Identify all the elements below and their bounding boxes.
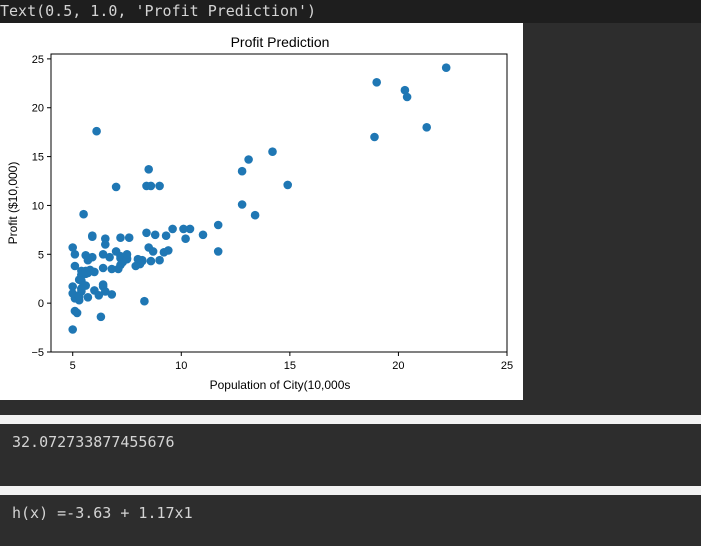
text-repr-output: Text(0.5, 1.0, 'Profit Prediction') <box>0 2 317 20</box>
data-point <box>283 180 293 190</box>
data-point <box>68 282 77 291</box>
data-point <box>122 250 132 259</box>
data-point <box>198 230 208 240</box>
data-point <box>68 289 77 298</box>
data-point <box>140 296 149 306</box>
data-point <box>124 233 134 242</box>
data-point <box>98 280 108 289</box>
data-point <box>68 325 77 334</box>
data-point <box>146 181 156 191</box>
scatter-plot: Profit Prediction 5 10 15 20 25 −5 0 5 10 15 20 25… <box>6 34 513 392</box>
x-tick-label: 15 <box>284 360 296 372</box>
data-point <box>148 247 158 256</box>
y-tick-label: 0 <box>38 298 44 310</box>
data-point <box>85 265 95 275</box>
x-tick-label: 10 <box>175 360 187 372</box>
data-point <box>146 256 156 266</box>
data-point <box>70 261 80 271</box>
data-point <box>268 147 277 156</box>
data-point <box>107 290 117 299</box>
data-point <box>133 254 143 264</box>
cell-separator <box>0 486 701 495</box>
data-point <box>101 287 110 296</box>
data-point <box>94 291 104 300</box>
data-point <box>400 85 410 95</box>
data-point <box>83 293 93 302</box>
data-point <box>237 200 247 209</box>
data-point <box>244 155 253 164</box>
data-point <box>144 165 153 174</box>
y-axis-ticks: −5 0 5 10 15 20 25 <box>31 54 51 359</box>
x-tick-label: 5 <box>70 360 76 372</box>
y-tick-label: 10 <box>32 200 44 212</box>
data-point <box>79 281 88 290</box>
data-point <box>185 224 195 234</box>
data-point <box>88 231 97 240</box>
y-tick-label: −5 <box>31 347 44 359</box>
x-axis-ticks: 5 10 15 20 25 <box>70 352 513 372</box>
data-point <box>179 224 188 234</box>
data-point <box>74 292 84 301</box>
data-point <box>107 264 117 274</box>
numeric-output: 32.072733877455676 <box>12 433 175 451</box>
data-point <box>70 250 80 259</box>
output-area-right <box>523 23 701 415</box>
output-cell-value: 32.072733877455676 <box>0 424 701 486</box>
data-point <box>81 251 90 260</box>
data-point <box>161 231 171 240</box>
x-tick-label: 25 <box>501 360 513 372</box>
data-point <box>131 261 140 271</box>
chart-title: Profit Prediction <box>231 34 330 50</box>
data-point <box>168 224 177 234</box>
data-point <box>88 252 97 262</box>
y-tick-label: 15 <box>32 152 44 164</box>
data-point <box>114 264 123 274</box>
data-point <box>181 234 190 243</box>
data-point <box>98 250 108 259</box>
x-axis-label: Population of City(10,000s <box>210 378 351 392</box>
data-point <box>101 240 110 249</box>
data-point <box>116 251 125 261</box>
data-point <box>105 252 114 262</box>
plot-axes-frame <box>50 53 508 353</box>
output-cell-hypothesis: h(x) =-3.63 + 1.17x1 <box>0 495 701 546</box>
data-point <box>372 78 382 87</box>
y-tick-label: 25 <box>32 54 44 66</box>
y-tick-label: 5 <box>38 249 44 261</box>
data-point <box>402 92 412 102</box>
y-axis-label: Profit ($10,000) <box>6 162 20 245</box>
output-area-below-plot <box>0 400 701 415</box>
data-point <box>155 255 164 265</box>
y-tick-label: 20 <box>32 103 44 115</box>
data-point <box>142 228 151 238</box>
cell-separator <box>0 415 701 424</box>
data-point <box>150 230 160 240</box>
data-point <box>68 243 77 252</box>
scatter-plot-figure: Profit Prediction 5 10 15 20 25 −5 0 5 10 15 20 25… <box>0 23 523 400</box>
data-point <box>250 210 260 220</box>
hypothesis-output: h(x) =-3.63 + 1.17x1 <box>12 504 193 522</box>
data-point <box>116 233 125 242</box>
data-points <box>68 63 451 334</box>
data-point <box>213 247 223 256</box>
data-point <box>237 166 247 176</box>
data-point <box>96 312 106 322</box>
data-point <box>164 246 173 255</box>
data-point <box>370 132 379 142</box>
data-point <box>213 220 223 230</box>
data-point <box>441 63 451 72</box>
data-point <box>422 123 432 132</box>
x-tick-label: 20 <box>392 360 404 372</box>
data-point <box>92 126 101 136</box>
data-point <box>70 306 80 316</box>
data-point <box>155 181 164 191</box>
data-point <box>79 209 88 219</box>
data-point <box>98 263 108 273</box>
data-point <box>111 182 121 192</box>
